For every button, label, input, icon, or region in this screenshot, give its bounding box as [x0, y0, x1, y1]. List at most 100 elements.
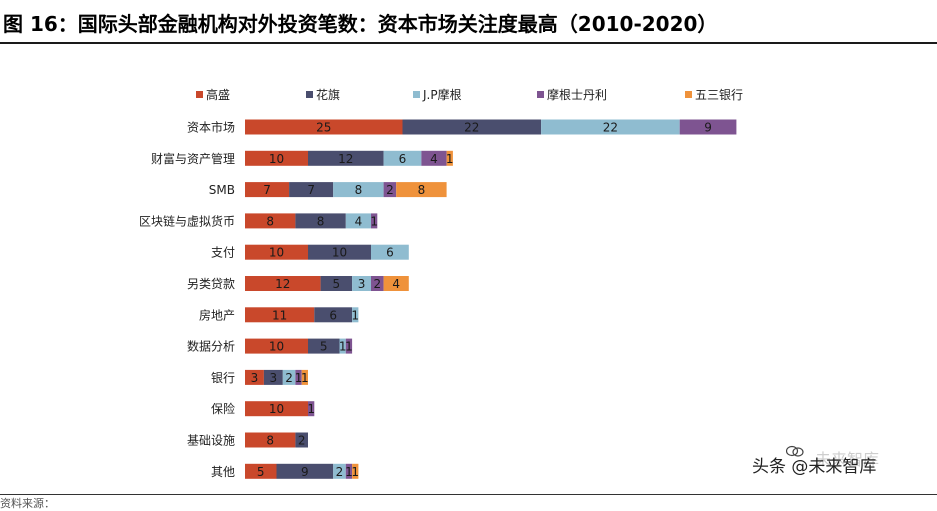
category-label: 房地产: [199, 307, 235, 322]
data-label: 1: [446, 152, 454, 166]
bar-segment: [245, 338, 308, 354]
bar-segment: [245, 182, 290, 198]
data-label: 6: [386, 246, 394, 260]
category-label: 资本市场: [187, 120, 235, 135]
data-label: 4: [355, 214, 363, 228]
category-label: 另类贷款: [187, 277, 235, 291]
wechat-icon: [786, 445, 804, 457]
figure-title-bar: 图 16：国际头部金融机构对外投资笔数：资本市场关注度最高（2010-2020）: [0, 0, 937, 44]
data-label: 6: [329, 308, 337, 322]
data-label: 4: [392, 277, 400, 291]
data-label: 10: [332, 246, 347, 260]
category-label: 数据分析: [187, 339, 235, 354]
bar-segment: [345, 338, 353, 354]
bar-segment: [295, 213, 346, 229]
bar-segment: [371, 213, 378, 229]
data-label: 7: [263, 183, 271, 197]
data-label: 7: [307, 183, 315, 197]
bar-segment: [245, 276, 321, 291]
bar-segment: [339, 338, 346, 354]
data-label: 1: [345, 465, 353, 479]
bar-segment: [333, 182, 384, 198]
legend-label: 五三银行: [695, 88, 743, 102]
bar-segment: [245, 213, 296, 229]
data-label: 10: [269, 402, 284, 416]
bar-segment: [263, 369, 283, 385]
bar-segment: [345, 463, 353, 479]
data-label: 8: [317, 214, 325, 228]
data-label: 2: [285, 371, 293, 385]
bar-segment: [245, 150, 308, 166]
category-label: 基础设施: [187, 434, 235, 448]
bar-segment: [282, 369, 296, 385]
data-label: 1: [351, 308, 359, 322]
figure-title: 图 16：国际头部金融机构对外投资笔数：资本市场关注度最高（2010-2020）: [3, 12, 718, 36]
bar-segment: [289, 182, 334, 198]
bar-segment: [245, 307, 315, 323]
data-label: 9: [301, 465, 309, 479]
legend-label: 摩根士丹利: [547, 87, 607, 102]
source-footer: 资料来源：: [0, 497, 55, 510]
bar-segment: [421, 150, 447, 166]
bar-segment: [383, 150, 422, 166]
data-label: 22: [603, 121, 618, 135]
legend-swatch: [685, 91, 692, 98]
bottom-rule: [0, 494, 937, 495]
data-label: 2: [386, 183, 394, 197]
bar-segment: [371, 276, 384, 291]
data-label: 12: [275, 277, 290, 291]
bar-segment: [541, 119, 680, 135]
bar-segment: [308, 150, 384, 166]
bar-segment: [320, 276, 353, 291]
legend-swatch: [537, 91, 544, 98]
category-label: 其他: [211, 465, 235, 479]
data-label: 5: [320, 340, 328, 354]
data-label: 1: [301, 371, 309, 385]
category-label: 银行: [211, 371, 235, 385]
data-label: 9: [704, 121, 712, 135]
data-label: 1: [295, 371, 303, 385]
legend-label: 高盛: [206, 87, 230, 102]
data-label: 10: [269, 152, 284, 166]
watermark: 头条 @未来智库: [752, 457, 877, 477]
bar-segment: [245, 119, 403, 135]
data-label: 12: [338, 152, 353, 166]
category-label: SMB: [209, 183, 235, 197]
data-label: 1: [345, 340, 353, 354]
bar-segment: [245, 369, 264, 385]
watermark-faint: 未来智库: [815, 450, 880, 469]
legend-label: 花旗: [316, 87, 340, 102]
data-label: 2: [298, 434, 306, 448]
legend-swatch: [413, 91, 420, 98]
bar-segment: [245, 432, 296, 448]
data-label: 5: [257, 465, 265, 479]
data-label: 8: [355, 183, 363, 197]
bar-segment: [402, 119, 542, 135]
bar-segment: [245, 463, 277, 479]
bar-segment: [352, 307, 359, 323]
legend-swatch: [196, 91, 203, 98]
bars: [245, 119, 737, 479]
data-label: 1: [351, 465, 359, 479]
category-label: 保险: [211, 401, 235, 416]
bar-segment: [333, 463, 346, 479]
bar-segment: [352, 276, 371, 291]
bar-segment: [352, 463, 359, 479]
bar-segment: [314, 307, 353, 323]
data-label: 2: [373, 277, 381, 291]
bar-segment: [308, 401, 315, 417]
bar-segment: [245, 401, 308, 417]
bar-segment: [383, 276, 409, 291]
bar-segment: [371, 244, 409, 260]
bar-segment: [245, 244, 308, 260]
data-label: 10: [269, 246, 284, 260]
bar-segment: [446, 150, 453, 166]
legend-label: J.P摩根: [422, 87, 462, 102]
data-label: 4: [430, 152, 438, 166]
data-label: 2: [336, 465, 344, 479]
bar-segment: [295, 432, 308, 448]
chart-legend: 高盛 花旗 J.P摩根 摩根士丹利 五三银行: [196, 87, 743, 102]
bar-segment: [295, 369, 302, 385]
